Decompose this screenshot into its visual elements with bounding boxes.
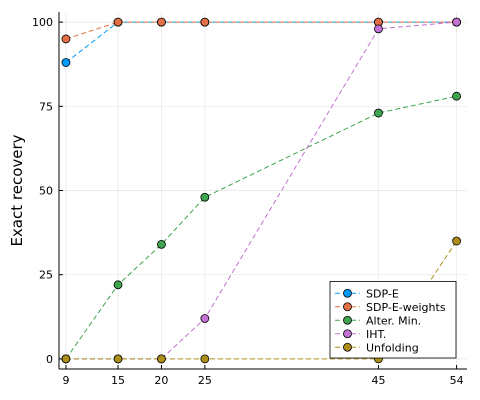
- point-4-2: [157, 354, 166, 364]
- legend-item-0: SDP-E: [335, 287, 399, 300]
- point-2-1: [113, 280, 123, 290]
- point-1-0: [61, 34, 71, 44]
- series-line-1: [65, 21, 457, 40]
- point-2-4: [374, 108, 383, 118]
- y-tick-label-1: 25: [39, 269, 53, 282]
- x-tick-label-1: 15: [111, 374, 125, 387]
- point-4-1: [113, 354, 123, 364]
- x-tick-label-3: 25: [198, 374, 212, 387]
- point-2-3: [200, 192, 210, 202]
- series-group: [61, 17, 461, 364]
- point-4-5: [452, 236, 461, 246]
- x-tick-label-0: 9: [62, 374, 69, 387]
- x-tick-label-2: 20: [154, 374, 168, 387]
- point-4-0: [61, 354, 71, 364]
- point-3-3: [200, 314, 210, 323]
- legend-label-3: IHT.: [366, 328, 386, 341]
- legend-item-1: SDP-E-weights: [335, 301, 446, 314]
- point-3-4: [374, 24, 383, 34]
- legend-marker-4: [343, 342, 352, 352]
- point-1-1: [113, 17, 123, 27]
- y-tick-label-0: 0: [46, 353, 53, 366]
- legend-marker-1: [343, 302, 352, 312]
- axes: [58, 12, 467, 370]
- x-tick-label-5: 54: [450, 374, 464, 387]
- series-0: [61, 17, 461, 67]
- point-0-0: [61, 58, 71, 67]
- y-tick-label-2: 50: [39, 185, 53, 198]
- legend-label-2: Alter. Min.: [366, 314, 421, 327]
- series-line-2: [65, 95, 457, 360]
- legend-label-0: SDP-E: [366, 287, 399, 300]
- point-1-3: [200, 17, 210, 27]
- legend-label-4: Unfolding: [366, 341, 419, 354]
- y-axis-title: Exact recovery: [8, 134, 26, 246]
- point-4-3: [200, 354, 210, 364]
- legend-item-3: IHT.: [335, 328, 386, 341]
- point-1-2: [157, 17, 166, 27]
- x-tick-label-4: 45: [371, 374, 385, 387]
- legend-label-1: SDP-E-weights: [366, 301, 446, 314]
- legend-marker-3: [343, 329, 352, 339]
- tick-labels: 9 15 20 25 45 54 0 25 50 75 100: [32, 16, 464, 387]
- point-3-5: [452, 17, 461, 27]
- legend-marker-2: [343, 315, 352, 325]
- point-2-2: [157, 239, 166, 249]
- y-tick-label-4: 100: [32, 16, 53, 29]
- series-line-0: [65, 21, 457, 63]
- point-2-5: [452, 91, 461, 101]
- y-tick-label-3: 75: [39, 100, 53, 113]
- legend-item-4: Unfolding: [335, 341, 419, 354]
- legend-item-2: Alter. Min.: [335, 314, 421, 327]
- legend-marker-0: [343, 288, 352, 298]
